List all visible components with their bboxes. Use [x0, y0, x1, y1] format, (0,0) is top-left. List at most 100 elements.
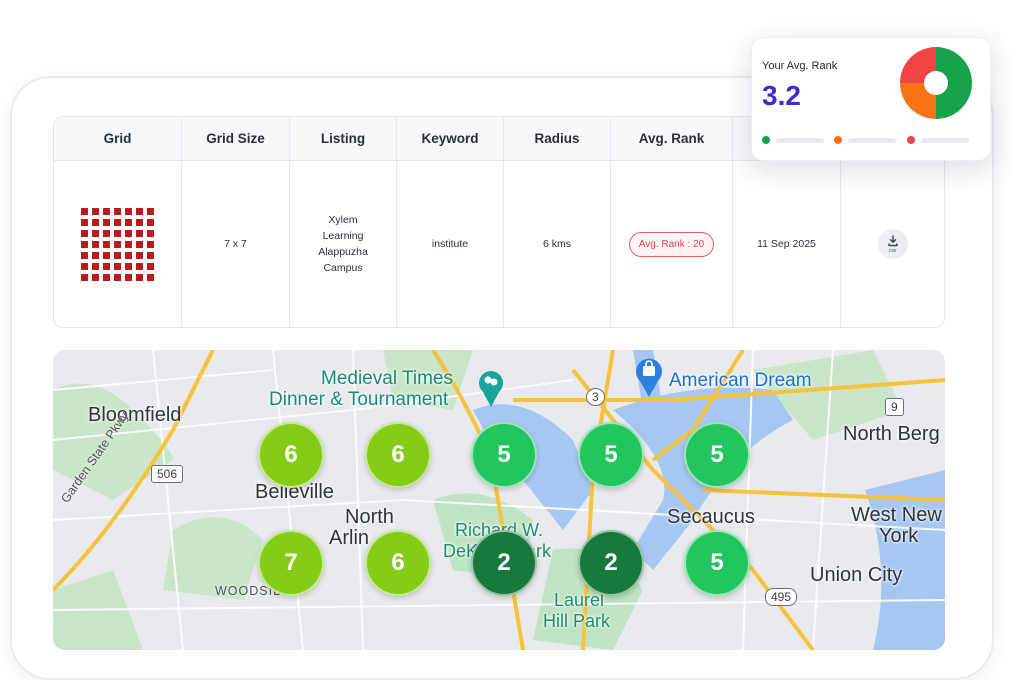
header-grid-size: Grid Size: [182, 117, 290, 160]
route-shield-9: 9: [885, 398, 904, 416]
grid-cell-square: [114, 251, 121, 259]
header-avg-rank: Avg. Rank: [611, 117, 733, 160]
rank-pin[interactable]: 6: [365, 530, 431, 596]
grid-cell-square: [92, 218, 99, 226]
grid-cell-square: [125, 229, 132, 237]
rank-pin[interactable]: 6: [365, 422, 431, 488]
rank-pin[interactable]: 5: [684, 422, 750, 488]
map-label-arlington: Arlin: [329, 527, 370, 549]
map-label-secaucus: Secaucus: [667, 506, 755, 528]
legend-bar-orange: [848, 137, 896, 143]
grid-cell-square: [103, 229, 110, 237]
grid-cell-square: [92, 240, 99, 248]
grid-7x7-icon[interactable]: [81, 207, 154, 281]
rank-pin[interactable]: 5: [471, 422, 537, 488]
map-label-north-bergen: North Berg: [843, 423, 940, 445]
download-csv-icon: [887, 234, 898, 246]
map-label-laurel: Laurel: [554, 590, 605, 610]
route-shield-506: 506: [151, 465, 184, 483]
legend-bar-red: [921, 137, 969, 143]
avg-rank-badge: Avg. Rank : 20: [628, 231, 715, 257]
grid-cell-square: [81, 218, 88, 226]
rank-map[interactable]: Bloomfield Medieval Times Dinner & Tourn…: [53, 350, 945, 650]
grid-cell-square: [136, 240, 143, 248]
grid-cell-square: [81, 240, 88, 248]
legend-item-orange: [834, 136, 896, 144]
legend-item-green: [762, 136, 824, 144]
grid-cell-square: [125, 273, 132, 281]
rank-pin[interactable]: 5: [684, 530, 750, 596]
map-label-york: York: [879, 525, 919, 547]
map-label-bloomfield: Bloomfield: [88, 404, 182, 426]
grid-cell-square: [125, 207, 132, 215]
map-label-west-new: West New: [851, 504, 942, 526]
grid-cell-square: [103, 262, 110, 270]
grid-cell-square: [136, 273, 143, 281]
map-label-hill-park: Hill Park: [543, 611, 611, 631]
donut-segment: [936, 47, 972, 119]
route-shield-3: 3: [586, 388, 605, 406]
map-label-medieval-times: Medieval Times: [321, 368, 453, 389]
radius-cell: 6 kms: [504, 161, 611, 327]
grid-cell-square: [147, 229, 154, 237]
grid-cell-square: [114, 218, 121, 226]
grid-cell-square: [125, 218, 132, 226]
grid-cell-square: [136, 207, 143, 215]
grid-cell-square: [147, 207, 154, 215]
grid-cell-square: [114, 273, 121, 281]
grid-cell-square: [103, 218, 110, 226]
grid-cell-square: [92, 251, 99, 259]
legend-dot-red: [907, 136, 915, 144]
grid-cell-square: [136, 262, 143, 270]
keyword-cell: institute: [397, 161, 504, 327]
listing-cell: Xylem Learning Alappuzha Campus: [290, 161, 397, 327]
theater-place-icon[interactable]: [478, 368, 504, 408]
shopping-place-icon[interactable]: [635, 356, 663, 398]
avg-rank-value: 3.2: [762, 80, 801, 111]
rank-pin[interactable]: 7: [258, 530, 324, 596]
grid-cell-square: [81, 251, 88, 259]
grid-cell-square: [92, 273, 99, 281]
grid-cell-square: [92, 207, 99, 215]
avg-rank-card: Your Avg. Rank 3.2: [751, 37, 991, 161]
map-label-dinner-tournament: Dinner & Tournament: [269, 389, 449, 410]
grid-cell-square: [92, 262, 99, 270]
grid-cell-square: [92, 229, 99, 237]
grid-cell-square: [114, 229, 121, 237]
grid-cell-square: [81, 229, 88, 237]
grid-cell-square: [114, 207, 121, 215]
legend-dot-orange: [834, 136, 842, 144]
grid-cell-square: [114, 262, 121, 270]
map-label-north: North: [345, 506, 394, 528]
download-cell: csv: [841, 161, 944, 327]
rank-pin[interactable]: 2: [578, 530, 644, 596]
download-csv-button[interactable]: csv: [877, 229, 908, 259]
donut-hole: [925, 72, 947, 94]
grid-cell-square: [125, 251, 132, 259]
map-label-union-city: Union City: [810, 564, 903, 586]
grid-cell-square: [125, 262, 132, 270]
grid-cell-square: [147, 218, 154, 226]
rank-distribution-donut: [900, 47, 972, 119]
date-cell: 11 Sep 2025: [733, 161, 841, 327]
grid-cell-square: [147, 273, 154, 281]
header-grid: Grid: [54, 117, 182, 160]
donut-segment: [900, 47, 936, 83]
grid-cell-square: [136, 251, 143, 259]
rank-pin[interactable]: 2: [471, 530, 537, 596]
grid-size-cell: 7 x 7: [182, 161, 290, 327]
grid-cell-square: [81, 273, 88, 281]
avg-rank-title: Your Avg. Rank: [762, 60, 838, 72]
header-keyword: Keyword: [397, 117, 504, 160]
rank-pin[interactable]: 6: [258, 422, 324, 488]
grid-cell-square: [147, 240, 154, 248]
map-label-belleville: Belleville: [255, 481, 334, 503]
header-radius: Radius: [504, 117, 611, 160]
grid-cell-square: [103, 273, 110, 281]
legend-item-red: [907, 136, 969, 144]
rank-pin[interactable]: 5: [578, 422, 644, 488]
avg-rank-cell: Avg. Rank : 20: [611, 161, 733, 327]
donut-segment: [900, 83, 936, 119]
legend-bar-green: [776, 137, 824, 143]
grid-cell-square: [103, 251, 110, 259]
